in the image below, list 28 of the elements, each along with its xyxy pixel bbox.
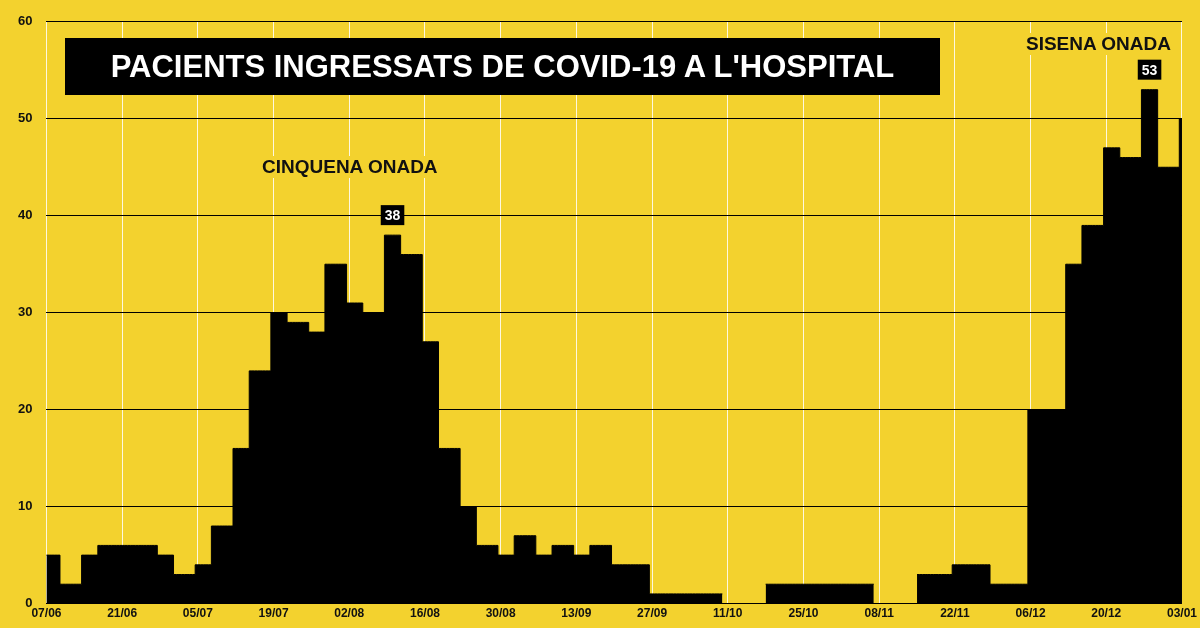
x-tick-label: 30/08 [485,606,517,621]
data-label: 38 [384,206,401,223]
x-tick-label: 22/11 [940,606,970,621]
x-tick-label: 27/09 [637,606,668,621]
y-tick-label: 10 [17,498,33,514]
y-tick-label: 0 [25,595,33,611]
data-label: 53 [1141,61,1158,78]
x-tick-label: 16/08 [409,606,441,621]
annotation: SISENA ONADA [1022,33,1175,55]
x-tick-label: 06/12 [1015,606,1046,621]
y-tick-label: 30 [17,304,33,320]
annotation: CINQUENA ONADA [258,156,442,178]
x-tick-label: 20/12 [1091,606,1122,621]
x-tick-label: 25/10 [788,606,819,621]
x-tick-label: 13/09 [561,606,592,621]
text: PACIENTS INGRESSATS DE COVID-19 A L'HOSPITAL [65,38,940,95]
x-tick-label: 21/06 [107,606,138,621]
x-tick-label: 02/08 [334,606,365,621]
x-tick-label: 08/11 [864,606,895,621]
x-tick-label: 05/07 [182,606,214,621]
y-tick-label: 60 [17,13,33,29]
x-tick-label: 03/01 [1166,606,1198,621]
x-tick-label: 07/06 [31,606,62,621]
y-tick-label: 50 [17,110,33,126]
y-tick-label: 20 [17,401,33,417]
x-tick-label: 19/07 [258,606,289,621]
y-tick-label: 40 [17,207,33,223]
x-tick-label: 11/10 [713,606,743,621]
